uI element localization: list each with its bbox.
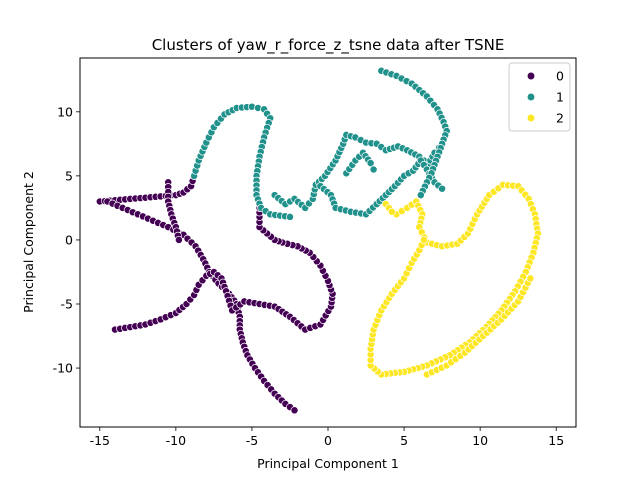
data-point: [526, 274, 535, 283]
legend-label: 1: [556, 90, 564, 105]
series-2-points: [366, 180, 542, 379]
x-tick-label: 10: [472, 433, 488, 448]
series-0-points: [95, 171, 337, 415]
data-point: [174, 235, 183, 244]
plot-area-frame: [79, 57, 577, 428]
data-point: [387, 207, 396, 216]
x-axis-ticks: -15 -10 -5 0 5 10 15: [90, 427, 564, 448]
y-tick-label: 5: [65, 168, 73, 183]
x-tick-label: -10: [166, 433, 186, 448]
y-tick-label: -10: [53, 361, 73, 376]
legend-label: 2: [556, 111, 564, 126]
y-tick-label: -5: [61, 297, 73, 312]
x-tick-label: -15: [90, 433, 110, 448]
x-tick-label: 15: [548, 433, 564, 448]
x-axis-title: Principal Component 1: [257, 456, 399, 471]
x-tick-label: 0: [324, 433, 332, 448]
legend-marker: [526, 71, 536, 81]
legend-label: 0: [556, 69, 564, 84]
y-axis-title: Principal Component 2: [21, 171, 36, 313]
data-point: [290, 406, 299, 415]
legend-marker: [526, 113, 536, 123]
data-point: [438, 184, 447, 193]
x-tick-label: 5: [400, 433, 408, 448]
legend: 0 1 2: [508, 62, 571, 132]
data-point: [416, 191, 425, 200]
series-1-points: [190, 66, 451, 221]
data-point: [366, 159, 375, 168]
x-tick-label: -5: [246, 433, 258, 448]
chart-title: Clusters of yaw_r_force_z_tsne data afte…: [152, 36, 505, 55]
data-point: [369, 165, 378, 174]
scatter-points: [95, 66, 542, 415]
data-point: [286, 212, 294, 221]
legend-box: [508, 62, 571, 132]
legend-marker: [526, 92, 536, 102]
data-point: [419, 235, 428, 244]
y-axis-ticks: -10 -5 0 5 10: [53, 104, 80, 376]
y-tick-label: 10: [57, 104, 73, 119]
y-tick-label: 0: [65, 232, 73, 247]
